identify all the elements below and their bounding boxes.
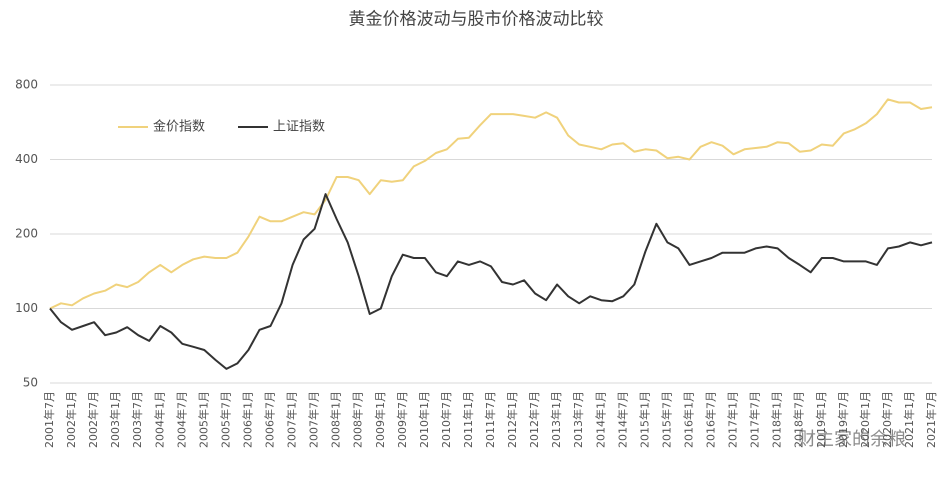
x-tick-label: 2009年7月 [395,391,409,448]
legend-label: 金价指数 [153,119,205,135]
x-tick-label: 2004年7月 [174,391,188,448]
series-line [49,193,933,370]
y-tick-label: 50 [23,376,38,390]
x-tick-label: 2011年7月 [483,391,497,448]
x-tick-label: 2017年7月 [748,391,762,448]
x-tick-label: 2013年1月 [549,391,563,448]
x-tick-label: 2011年1月 [461,391,475,448]
x-tick-label: 2016年7月 [704,391,718,448]
x-tick-label: 2010年1月 [417,391,431,448]
x-tick-label: 2003年7月 [130,391,144,448]
x-tick-label: 2015年1月 [637,391,651,448]
y-tick-label: 800 [15,78,38,92]
x-tick-label: 2020年1月 [858,391,872,448]
x-tick-label: 2008年1月 [329,391,343,448]
x-tick-label: 2013年7月 [571,391,585,448]
y-tick-label: 200 [15,227,38,241]
x-tick-label: 2005年1月 [196,391,210,448]
x-tick-label: 2016年1月 [681,391,695,448]
series-line [49,98,933,310]
x-tick-label: 2002年1月 [64,391,78,448]
x-tick-label: 2018年7月 [792,391,806,448]
chart-title: 黄金价格波动与股市价格波动比较 [349,10,604,30]
x-tick-label: 2014年1月 [593,391,607,448]
x-tick-label: 2020年7月 [880,391,894,448]
y-tick-label: 400 [15,152,38,166]
x-tick-label: 2003年1月 [108,391,122,448]
x-tick-label: 2017年1月 [726,391,740,448]
y-tick-label: 100 [15,301,38,315]
x-tick-label: 2015年7月 [659,391,673,448]
x-tick-label: 2021年7月 [924,391,938,448]
x-tick-label: 2012年7月 [527,391,541,448]
x-tick-label: 2010年7月 [439,391,453,448]
x-tick-label: 2006年7月 [263,391,277,448]
legend-label: 上证指数 [273,120,325,135]
x-tick-label: 2009年1月 [373,391,387,448]
x-tick-label: 2008年7月 [351,391,365,448]
x-tick-label: 2012年1月 [505,391,519,448]
x-tick-label: 2001年7月 [42,391,56,448]
x-tick-label: 2005年7月 [218,391,232,448]
x-tick-label: 2004年1月 [152,391,166,448]
x-tick-label: 2019年7月 [836,391,850,448]
x-tick-label: 2014年7月 [615,391,629,448]
x-tick-label: 2002年7月 [86,391,100,448]
watermark: 财主家的余粮 [798,429,906,450]
x-tick-label: 2019年1月 [814,391,828,448]
x-tick-label: 2021年1月 [902,391,916,448]
x-tick-label: 2018年1月 [770,391,784,448]
x-tick-label: 2007年7月 [307,391,321,448]
x-tick-label: 2006年1月 [240,391,254,448]
x-tick-label: 2007年1月 [285,391,299,448]
